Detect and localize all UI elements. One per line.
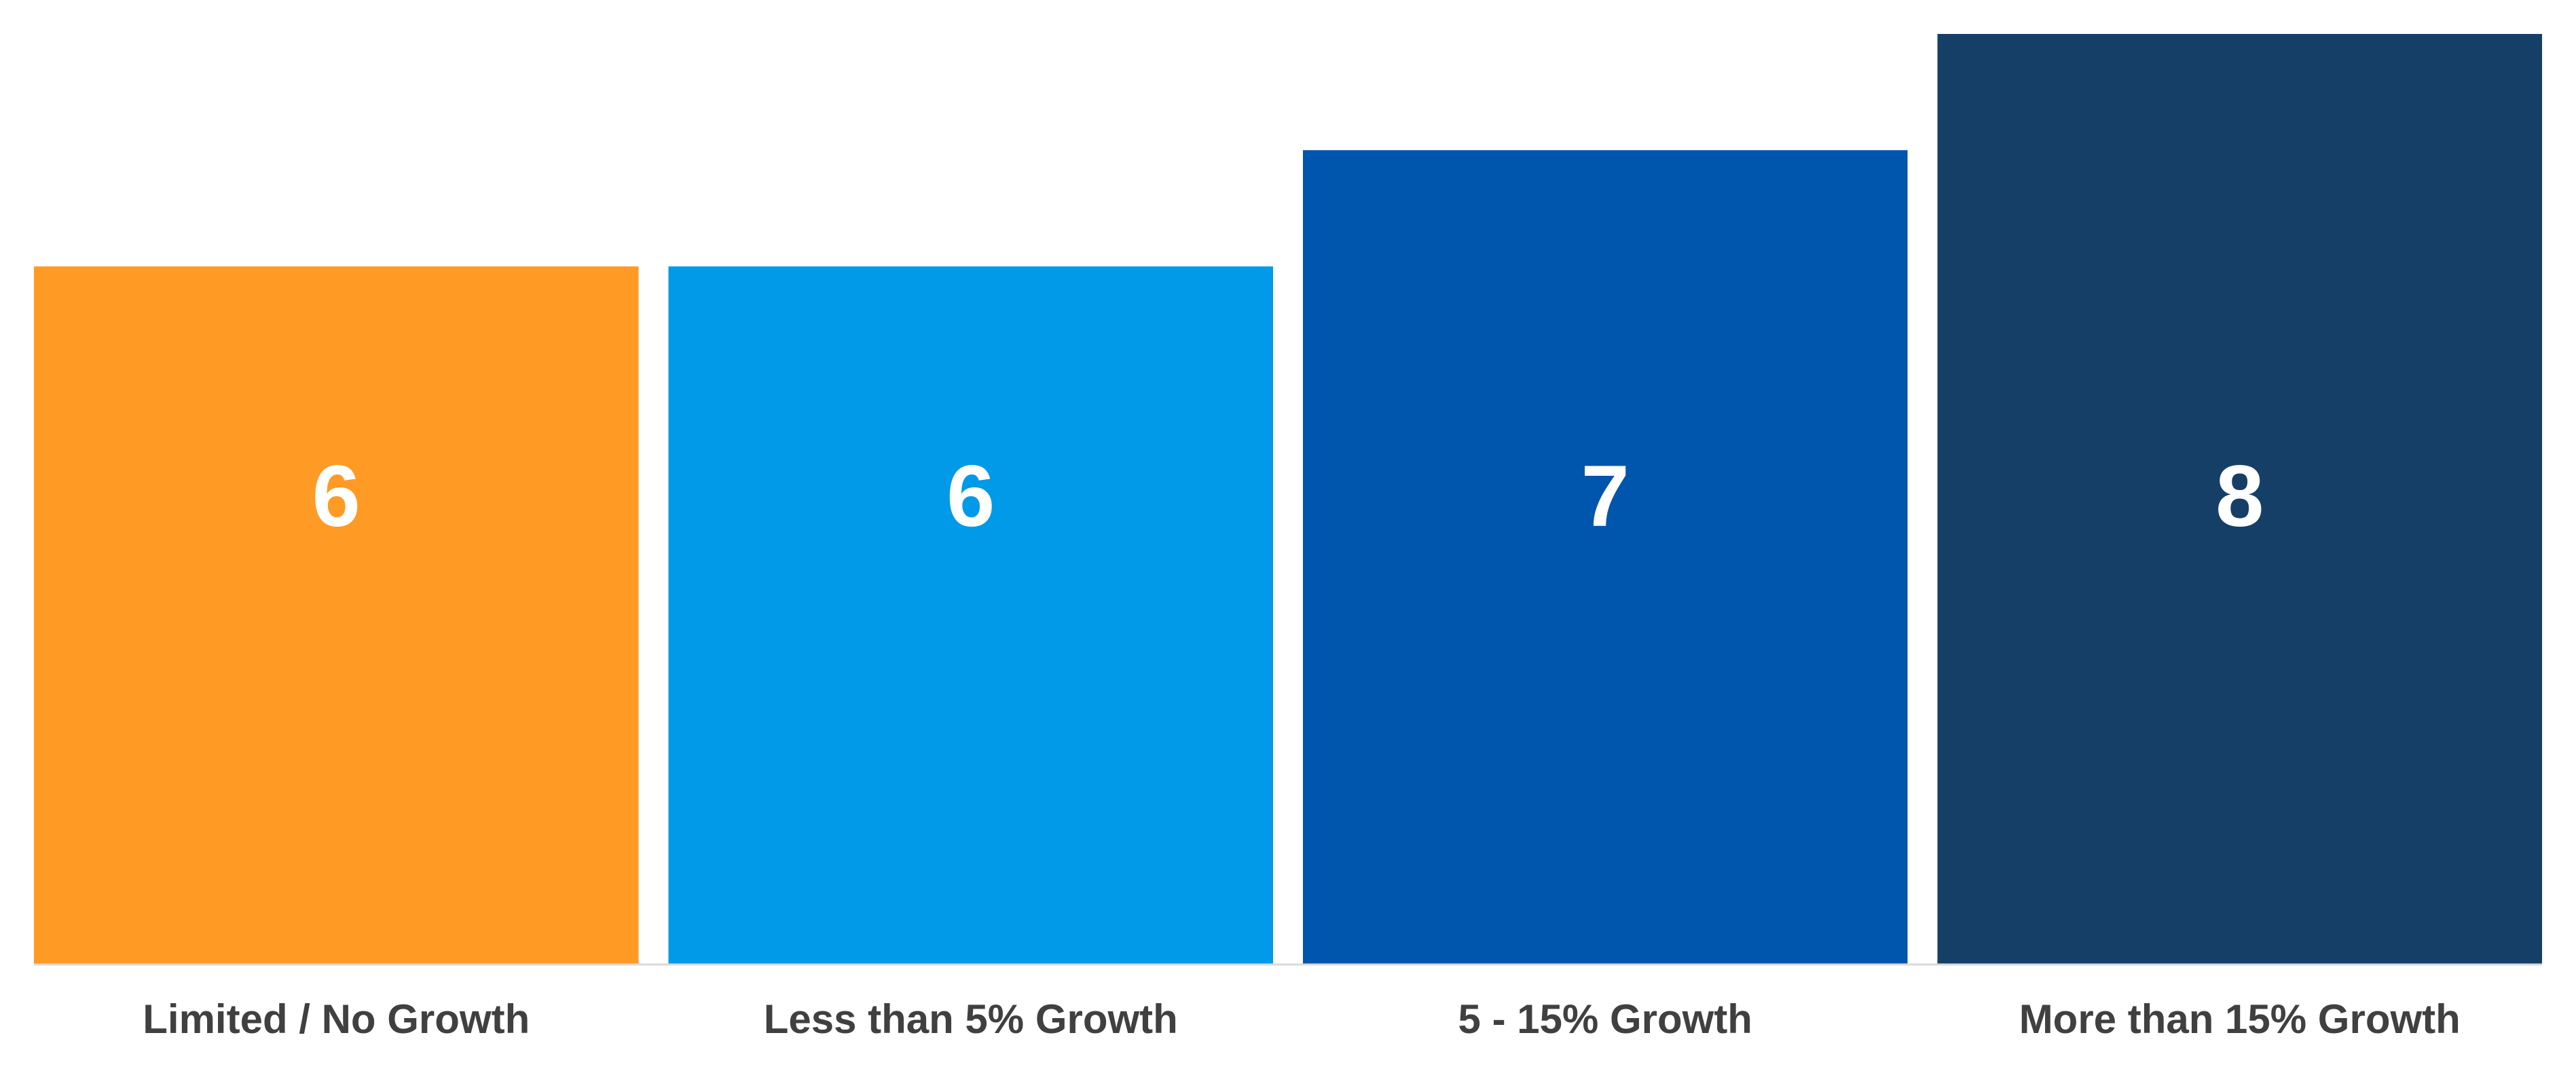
bar-4 — [1937, 34, 2542, 964]
x-tick-label-2: Less than 5% Growth — [764, 996, 1178, 1042]
x-tick-label-3: 5 - 15% Growth — [1458, 996, 1752, 1042]
data-labels-layer: 6 6 7 8 — [312, 448, 2264, 545]
data-label-3: 7 — [1581, 448, 1630, 545]
bar-2 — [668, 266, 1273, 964]
x-tick-label-4: More than 15% Growth — [2019, 996, 2461, 1042]
data-label-2: 6 — [946, 448, 995, 545]
bar-3 — [1303, 150, 1908, 964]
x-tick-labels-layer: Limited / No Growth Less than 5% Growth 5 … — [143, 996, 2461, 1042]
x-tick-label-1: Limited / No Growth — [143, 996, 530, 1042]
data-label-1: 6 — [312, 448, 361, 545]
data-label-4: 8 — [2215, 448, 2264, 545]
bars-layer — [34, 34, 2542, 964]
bar-1 — [34, 266, 639, 964]
